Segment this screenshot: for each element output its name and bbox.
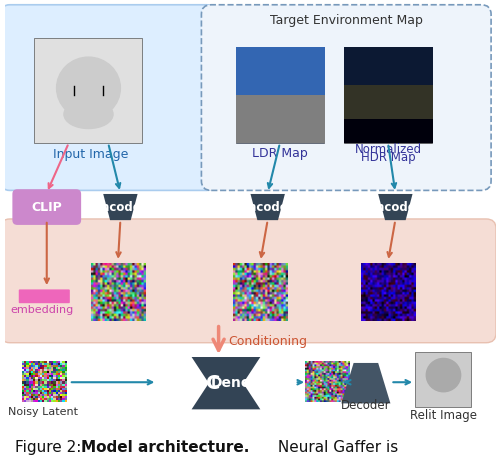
Text: Decoder: Decoder: [341, 399, 391, 412]
Text: Relit Image: Relit Image: [410, 408, 477, 422]
FancyBboxPatch shape: [201, 5, 491, 190]
Circle shape: [57, 57, 121, 119]
Text: CLIP: CLIP: [31, 200, 62, 214]
FancyBboxPatch shape: [19, 289, 70, 303]
FancyBboxPatch shape: [0, 5, 216, 190]
Ellipse shape: [64, 100, 113, 129]
FancyBboxPatch shape: [236, 48, 324, 143]
Bar: [233, 264, 287, 321]
Text: Normalized: Normalized: [355, 143, 422, 156]
Text: Noisy Latent: Noisy Latent: [8, 407, 78, 417]
Text: Encoder: Encoder: [369, 200, 422, 214]
FancyBboxPatch shape: [35, 38, 142, 143]
FancyBboxPatch shape: [344, 48, 432, 143]
Text: HDR Map: HDR Map: [361, 151, 415, 164]
Polygon shape: [341, 363, 390, 404]
Text: embedding: embedding: [10, 305, 73, 316]
Polygon shape: [378, 194, 413, 220]
Text: Neural Gaffer is: Neural Gaffer is: [273, 440, 398, 455]
Text: Input Image: Input Image: [53, 148, 128, 161]
Polygon shape: [191, 357, 260, 409]
Text: LDR Map: LDR Map: [252, 147, 308, 160]
FancyBboxPatch shape: [415, 352, 472, 407]
Text: Conditioning: Conditioning: [228, 335, 307, 348]
Polygon shape: [103, 194, 137, 220]
Text: Encoder: Encoder: [94, 200, 147, 214]
Text: Encoder: Encoder: [241, 200, 295, 214]
Bar: [305, 362, 349, 402]
Text: C: C: [206, 374, 221, 393]
Bar: [91, 264, 145, 321]
FancyBboxPatch shape: [12, 189, 81, 225]
Text: Model architecture.: Model architecture.: [81, 440, 249, 455]
FancyBboxPatch shape: [0, 219, 496, 343]
Circle shape: [426, 358, 461, 392]
Text: Denoiser: Denoiser: [211, 376, 280, 390]
Text: Target Environment Map: Target Environment Map: [270, 14, 423, 27]
Text: Figure 2:: Figure 2:: [15, 440, 91, 455]
Polygon shape: [250, 194, 285, 220]
